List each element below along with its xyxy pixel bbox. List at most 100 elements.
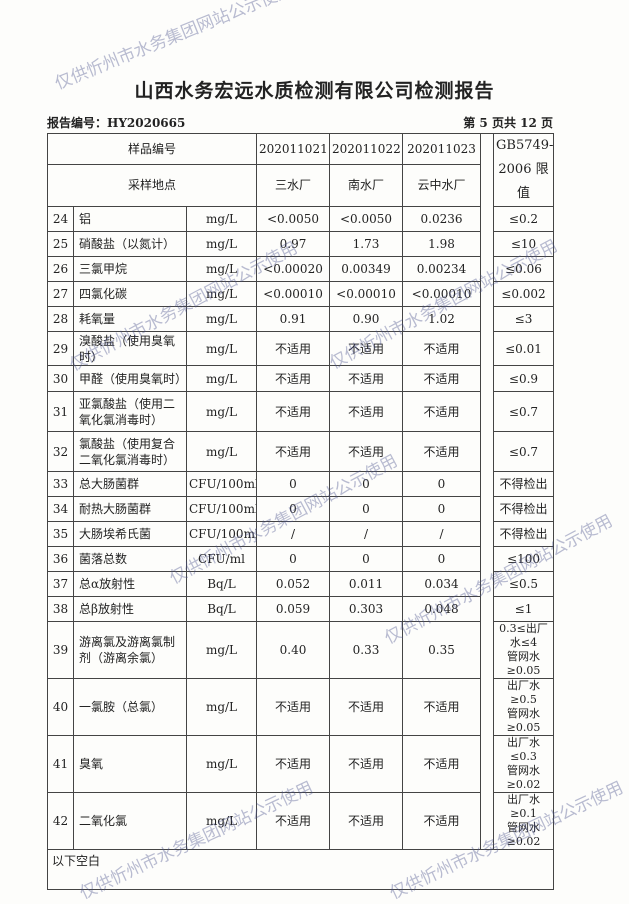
data-row: 35 大肠埃希氏菌 CFU/100ml / / / 不得检出 — [47, 521, 554, 547]
value: 不适用 — [402, 735, 481, 793]
limit: ≤3 — [493, 306, 554, 332]
unit: mg/L — [186, 281, 257, 307]
data-row: 41 臭氧 mg/L 不适用 不适用 不适用 出厂水≤0.3 管网水≥0.02 — [47, 735, 554, 793]
data-row: 42 二氧化氯 mg/L 不适用 不适用 不适用 出厂水≥0.1 管网水≥0.02 — [47, 792, 554, 850]
value: 不适用 — [402, 331, 481, 366]
limit-header: GB5749- 2006 限值 — [493, 133, 554, 207]
unit: mg/L — [186, 678, 257, 736]
value: 0.059 — [256, 596, 330, 622]
item-no: 32 — [47, 431, 74, 472]
gap — [480, 164, 494, 207]
data-row: 32 氯酸盐（使用复合二氧化氯消毒时） mg/L 不适用 不适用 不适用 ≤0.7 — [47, 431, 554, 472]
limit: 不得检出 — [493, 496, 554, 522]
header-cell: 202011021 — [256, 133, 330, 165]
value: 0 — [402, 496, 481, 522]
value: 0.048 — [402, 596, 481, 622]
value: 不适用 — [256, 792, 330, 850]
gap — [480, 206, 494, 232]
unit: mg/L — [186, 621, 257, 679]
gap — [480, 133, 494, 165]
limit: ≤0.7 — [493, 391, 554, 432]
value: 0 — [256, 546, 330, 572]
data-row: 40 一氯胺（总氯） mg/L 不适用 不适用 不适用 出厂水≥0.5 管网水≥0.05 — [47, 678, 554, 736]
limit: ≤1 — [493, 596, 554, 622]
item-no: 40 — [47, 678, 74, 736]
unit: CFU/100ml — [186, 471, 257, 497]
value: 0.052 — [256, 571, 330, 597]
limit: ≤0.7 — [493, 431, 554, 472]
item-name: 总大肠菌群 — [73, 471, 187, 497]
data-row: 29 溴酸盐（使用臭氧时） mg/L 不适用 不适用 不适用 ≤0.01 — [47, 331, 554, 366]
header-label: 采样地点 — [47, 163, 257, 208]
value: 0.35 — [402, 621, 481, 679]
value: 1.98 — [402, 231, 481, 257]
value: 0.303 — [329, 596, 403, 622]
header-row: 样品编号 202011021 202011022 202011023 GB5749- 2… — [47, 133, 554, 207]
value: / — [329, 521, 403, 547]
item-name: 一氯胺（总氯） — [73, 678, 187, 736]
data-row: 30 甲醛（使用臭氧时） mg/L 不适用 不适用 不适用 ≤0.9 — [47, 365, 554, 392]
value: 不适用 — [256, 735, 330, 793]
value: <0.00010 — [329, 281, 403, 307]
value: 不适用 — [256, 391, 330, 432]
unit: CFU/100ml — [186, 521, 257, 547]
limit: 出厂水≥0.5 管网水≥0.05 — [493, 678, 554, 736]
gap — [480, 496, 494, 522]
item-no: 31 — [47, 391, 74, 432]
value: 1.73 — [329, 231, 403, 257]
value: 不适用 — [402, 391, 481, 432]
data-row: 33 总大肠菌群 CFU/100ml 0 0 0 不得检出 — [47, 471, 554, 497]
value: 不适用 — [329, 735, 403, 793]
item-no: 38 — [47, 596, 74, 622]
item-no: 30 — [47, 365, 74, 392]
value: 不适用 — [256, 678, 330, 736]
data-row: 27 四氯化碳 mg/L <0.00010 <0.00010 <0.00010 ≤0.002 — [47, 281, 554, 307]
item-no: 35 — [47, 521, 74, 547]
gap — [480, 256, 494, 282]
item-name: 硝酸盐（以氮计） — [73, 231, 187, 257]
report-number: 报告编号：HY2020665 — [47, 116, 186, 130]
value: 0 — [256, 471, 330, 497]
item-name: 二氧化氯 — [73, 792, 187, 850]
value: 0.40 — [256, 621, 330, 679]
item-no: 26 — [47, 256, 74, 282]
gap — [480, 596, 494, 622]
data-row: 31 亚氯酸盐（使用二氧化氯消毒时） mg/L 不适用 不适用 不适用 ≤0.7 — [47, 391, 554, 432]
item-name: 溴酸盐（使用臭氧时） — [73, 331, 187, 366]
unit: mg/L — [186, 792, 257, 850]
footer-note: 以下空白 — [47, 849, 554, 890]
value: 不适用 — [402, 431, 481, 472]
gap — [480, 521, 494, 547]
item-name: 耐热大肠菌群 — [73, 496, 187, 522]
value: 不适用 — [402, 365, 481, 392]
limit: 不得检出 — [493, 471, 554, 497]
unit: mg/L — [186, 306, 257, 332]
limit: ≤10 — [493, 231, 554, 257]
data-row: 36 菌落总数 CFU/ml 0 0 0 ≤100 — [47, 546, 554, 572]
unit: mg/L — [186, 256, 257, 282]
limit: 出厂水≥0.1 管网水≥0.02 — [493, 792, 554, 850]
value: 0.011 — [329, 571, 403, 597]
unit: mg/L — [186, 231, 257, 257]
unit: CFU/100ml — [186, 496, 257, 522]
result-table: 样品编号 202011021 202011022 202011023 GB5749- 2… — [47, 133, 554, 890]
data-row: 37 总α放射性 Bq/L 0.052 0.011 0.034 ≤0.5 — [47, 571, 554, 597]
limit: ≤0.5 — [493, 571, 554, 597]
unit: mg/L — [186, 431, 257, 472]
unit: mg/L — [186, 365, 257, 392]
value: 0.00349 — [329, 256, 403, 282]
value: 0.90 — [329, 306, 403, 332]
page-number: 第 5 页共 12 页 — [463, 116, 553, 130]
gap — [480, 391, 494, 432]
limit: ≤0.002 — [493, 281, 554, 307]
value: 不适用 — [329, 792, 403, 850]
gap — [480, 281, 494, 307]
limit: ≤0.9 — [493, 365, 554, 392]
data-row: 24 铝 mg/L <0.0050 <0.0050 0.0236 ≤0.2 — [47, 206, 554, 232]
limit: ≤0.06 — [493, 256, 554, 282]
item-no: 29 — [47, 331, 74, 366]
unit: mg/L — [186, 206, 257, 232]
value: / — [402, 521, 481, 547]
gap — [480, 678, 494, 736]
value: 不适用 — [329, 391, 403, 432]
